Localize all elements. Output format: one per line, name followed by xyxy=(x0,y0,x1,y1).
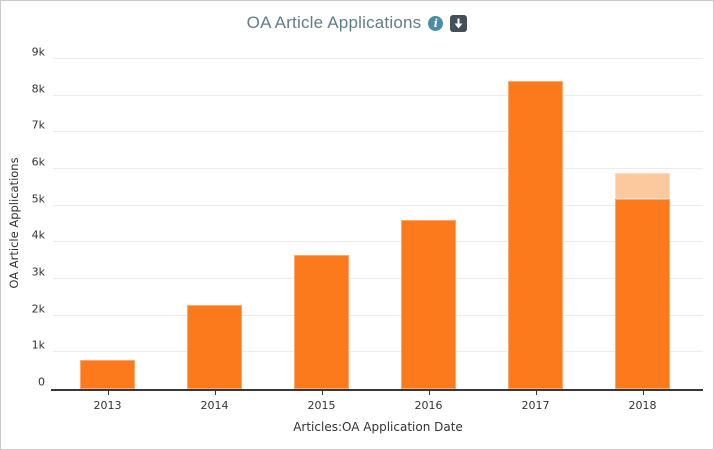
y-tick-label-5k: 5k xyxy=(31,192,45,206)
download-icon[interactable] xyxy=(450,14,468,32)
gridline-7000 xyxy=(53,131,703,133)
gridline-2000 xyxy=(53,314,703,316)
x-tick-2014 xyxy=(214,391,216,395)
chart-title: OA Article Applications xyxy=(246,13,422,32)
y-axis-tick-labels: 0 1k 2k 3k 4k 5k 6k 7k 8k 9k xyxy=(1,46,45,389)
x-tick-2017 xyxy=(535,391,537,395)
x-tick-label-2013: 2013 xyxy=(93,399,122,412)
gridline-4000 xyxy=(53,241,703,243)
x-axis-title: Articles:OA Application Date xyxy=(293,420,463,434)
gridline-1000 xyxy=(53,351,703,353)
gridline-8000 xyxy=(53,94,703,96)
bar-2016[interactable] xyxy=(401,219,456,389)
bar-2017[interactable] xyxy=(508,80,563,389)
y-tick-label-9k: 9k xyxy=(31,45,45,59)
chart-header: OA Article Applications i xyxy=(1,13,713,33)
gridline-3000 xyxy=(53,278,703,279)
x-tick-label-2015: 2015 xyxy=(307,399,336,412)
x-tick-label-2018: 2018 xyxy=(628,399,657,412)
y-tick-label-3k: 3k xyxy=(31,265,45,279)
bar-2013[interactable] xyxy=(80,359,135,389)
x-tick-2015 xyxy=(321,391,323,395)
y-tick-label-6k: 6k xyxy=(31,155,45,169)
y-tick-label-7k: 7k xyxy=(31,118,45,132)
gridline-9000 xyxy=(53,58,703,59)
gridline-5000 xyxy=(53,204,703,206)
x-tick-label-2017: 2017 xyxy=(521,399,550,412)
down-arrow-glyph xyxy=(454,18,463,28)
plot-area xyxy=(51,58,703,395)
x-tick-label-2016: 2016 xyxy=(414,399,443,412)
x-tick-2016 xyxy=(428,391,430,395)
x-tick-2018 xyxy=(642,391,644,395)
bar-2015[interactable] xyxy=(294,254,349,389)
y-tick-label-2k: 2k xyxy=(31,302,45,316)
bar-2014[interactable] xyxy=(187,305,242,389)
x-tick-2013 xyxy=(107,391,109,395)
y-tick-label-1k: 1k xyxy=(31,338,45,352)
info-icon[interactable]: i xyxy=(428,15,444,31)
y-tick-label-8k: 8k xyxy=(31,82,45,96)
y-tick-label-0: 0 xyxy=(38,375,45,389)
bar-2018-light-segment[interactable] xyxy=(615,173,670,200)
bar-2018[interactable] xyxy=(615,199,670,389)
y-tick-label-4k: 4k xyxy=(31,228,45,242)
gridline-6000 xyxy=(53,168,703,169)
x-tick-label-2014: 2014 xyxy=(200,399,229,412)
